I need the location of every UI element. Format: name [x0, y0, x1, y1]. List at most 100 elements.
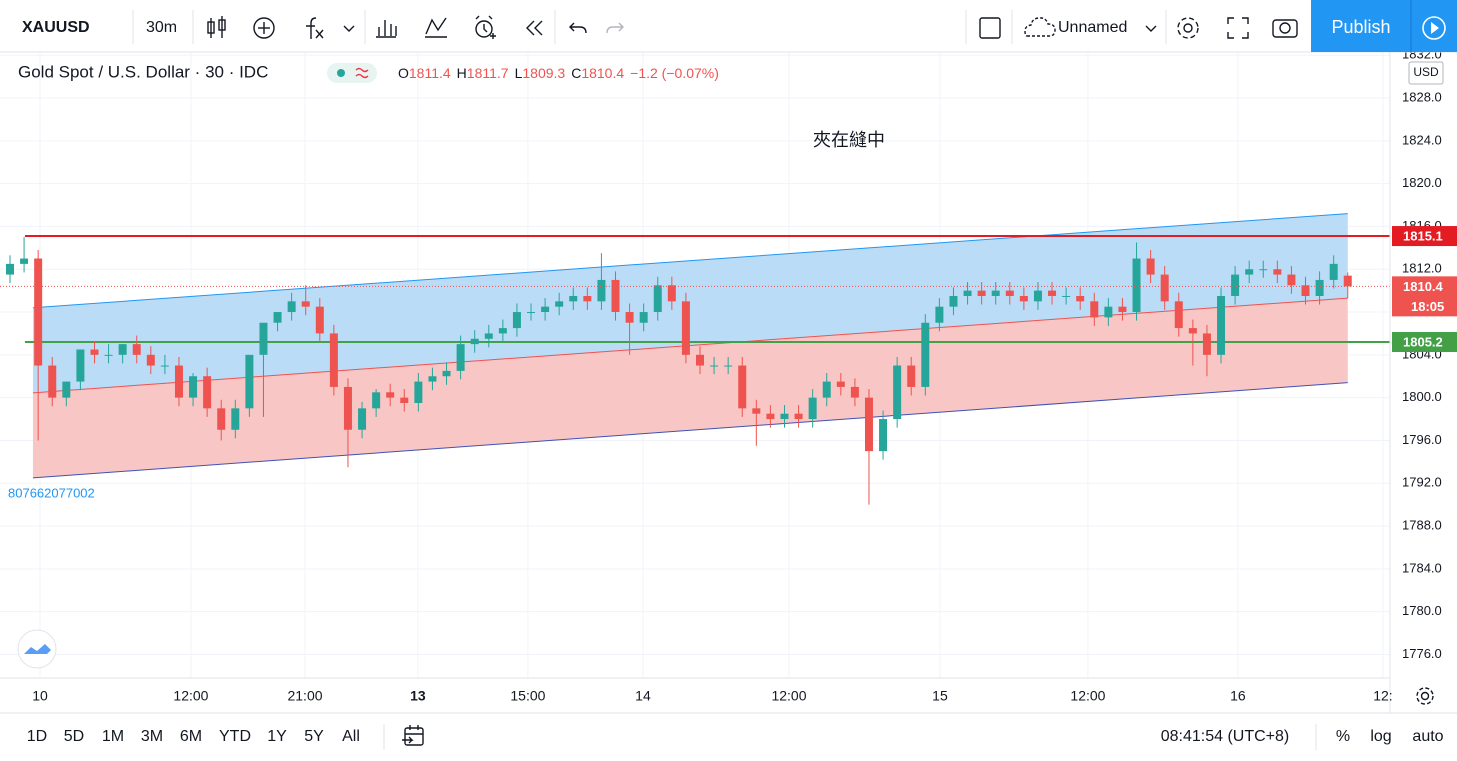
- clock[interactable]: 08:41:54 (UTC+8): [1161, 728, 1290, 745]
- candle-body: [470, 338, 479, 345]
- chart-style-button[interactable]: [207, 16, 226, 38]
- candle-body: [146, 354, 155, 366]
- candle-body: [512, 312, 521, 329]
- range-button[interactable]: 5D: [64, 728, 84, 745]
- candle-body: [1019, 295, 1028, 302]
- candle-body: [343, 386, 352, 430]
- candle-body: [893, 365, 902, 420]
- range-button[interactable]: YTD: [219, 728, 251, 745]
- range-button[interactable]: 3M: [141, 728, 163, 745]
- candle-body: [174, 365, 183, 398]
- undo-button[interactable]: [569, 22, 587, 34]
- candle-body: [498, 328, 507, 334]
- last-price-tag: [1392, 276, 1457, 317]
- play-icon: [1431, 22, 1439, 34]
- candle-body: [1329, 263, 1338, 280]
- redo-button[interactable]: [606, 22, 624, 34]
- currency-box[interactable]: [1408, 61, 1444, 85]
- range-button[interactable]: All: [342, 728, 360, 745]
- candle-body: [34, 258, 43, 366]
- alert-button[interactable]: [475, 15, 496, 39]
- range-button[interactable]: 1M: [102, 728, 124, 745]
- annotation: 夾在縫中: [813, 130, 885, 150]
- y-tick-label: 1824.0: [1402, 132, 1442, 147]
- channel-upper-line: [32, 213, 1348, 309]
- candle-body: [1132, 258, 1141, 313]
- axis-settings[interactable]: [1416, 687, 1434, 705]
- indicators-button[interactable]: [306, 17, 355, 39]
- candle-body: [5, 263, 14, 275]
- symbol[interactable]: XAUUSD: [22, 19, 90, 36]
- top-toolbar: [0, 0, 1457, 52]
- candle-body: [991, 290, 1000, 296]
- candle-body: [1033, 290, 1042, 302]
- range-button[interactable]: 5Y: [304, 728, 324, 745]
- auto-toggle[interactable]: auto: [1412, 728, 1443, 745]
- candle-body: [879, 419, 888, 452]
- candle-body: [527, 312, 536, 314]
- status-pill: [327, 63, 377, 83]
- symbol-title: Gold Spot / U.S. Dollar · 30 · IDC: [18, 62, 268, 81]
- percent-toggle[interactable]: %: [1336, 728, 1350, 745]
- x-tick-label: 15: [932, 688, 948, 704]
- financials-button[interactable]: [376, 20, 397, 38]
- candle-body: [1188, 328, 1197, 334]
- layout-name[interactable]: Unnamed: [1058, 19, 1127, 36]
- templates-button[interactable]: [425, 17, 447, 38]
- candle-body: [1301, 285, 1310, 296]
- candle-body: [456, 344, 465, 371]
- candle-body: [414, 381, 423, 403]
- range-button[interactable]: 1D: [27, 728, 47, 745]
- candle-body: [1062, 295, 1071, 297]
- candle-body: [667, 285, 676, 302]
- fullscreen-button[interactable]: [1227, 17, 1249, 39]
- candle-body: [203, 376, 212, 409]
- x-tick-label: 13: [410, 688, 426, 704]
- range-button[interactable]: 6M: [180, 728, 202, 745]
- candle-body: [329, 333, 338, 387]
- candle-body: [1076, 295, 1085, 302]
- candle-body: [160, 365, 169, 367]
- log-toggle[interactable]: log: [1370, 728, 1391, 745]
- layout-menu[interactable]: [1145, 25, 1157, 32]
- candle-body: [949, 295, 958, 307]
- candle-body: [625, 312, 634, 323]
- replay-button[interactable]: [526, 20, 543, 36]
- select-box[interactable]: [979, 17, 1001, 39]
- price-tag-label: 1815.1: [1403, 228, 1443, 243]
- range-button[interactable]: 1Y: [267, 728, 287, 745]
- candle-body: [555, 301, 564, 307]
- screenshot-button[interactable]: [1272, 19, 1298, 38]
- candle-body: [977, 290, 986, 296]
- drawing-id: 807662077002: [8, 485, 95, 500]
- candle-body: [301, 301, 310, 307]
- tv-logo[interactable]: [17, 629, 57, 669]
- candle-body: [864, 397, 873, 452]
- candle-body: [850, 386, 859, 398]
- candle-body: [822, 381, 831, 398]
- interval[interactable]: 30m: [146, 19, 177, 36]
- candle-body: [90, 349, 99, 355]
- publish-button[interactable]: [1311, 0, 1411, 52]
- candle-body: [259, 322, 268, 355]
- settings-button[interactable]: [1177, 17, 1199, 39]
- candle-body: [695, 354, 704, 366]
- publish-label[interactable]: Publish: [1331, 17, 1390, 37]
- channel-lower-line: [32, 382, 1348, 479]
- y-tick-label: 1780.0: [1402, 603, 1442, 618]
- currency[interactable]: USD: [1413, 65, 1439, 79]
- ohlc-value: 1809.3: [522, 65, 565, 81]
- x-tick-label: 12:00: [173, 688, 208, 704]
- candle-body: [104, 354, 113, 356]
- ohlc-value: 1810.4: [581, 65, 624, 81]
- candle-body: [794, 413, 803, 420]
- candle-body: [1245, 269, 1254, 275]
- candle-body: [48, 365, 57, 398]
- goto-date-button[interactable]: [402, 725, 424, 746]
- compare-button[interactable]: [253, 17, 275, 39]
- candle-body: [245, 354, 254, 409]
- ohlc-values: O1811.4 H1811.7 L1809.3 C1810.4 −1.2 (−0.07%…: [398, 65, 719, 81]
- y-tick-label: 1796.0: [1402, 432, 1442, 447]
- x-tick-label: 21:00: [287, 688, 322, 704]
- ohlc-letter: L: [515, 65, 523, 81]
